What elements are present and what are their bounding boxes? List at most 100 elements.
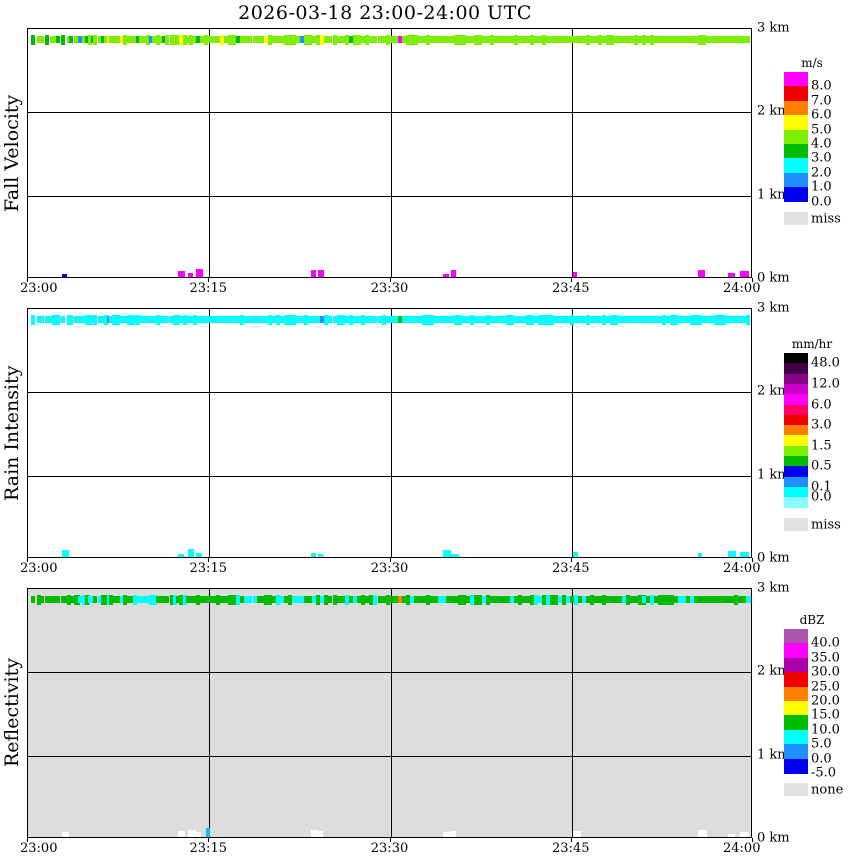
data-cell — [514, 596, 518, 603]
data-cell — [93, 596, 97, 603]
data-cell — [534, 595, 538, 605]
data-cell — [284, 315, 288, 325]
data-cell — [220, 35, 224, 45]
data-cell — [630, 36, 634, 43]
data-cell — [498, 36, 502, 43]
data-cell — [232, 35, 236, 45]
data-cell — [93, 315, 97, 325]
data-cell — [442, 596, 446, 603]
y-axis-label-rain-intensity-2: 1 km — [757, 467, 790, 483]
x-axis-label-reflectivity-0: 23:00 — [20, 841, 58, 856]
y-axis-label-fall-velocity-1: 2 km — [757, 103, 790, 119]
data-cell — [337, 36, 341, 43]
data-cell — [482, 316, 486, 323]
x-axis-tick — [570, 838, 572, 842]
data-cell-surface — [188, 830, 196, 837]
data-cell — [650, 35, 654, 45]
data-cell — [37, 36, 41, 43]
x-axis-tick — [208, 838, 210, 842]
data-cell — [264, 316, 268, 323]
data-cell — [369, 595, 373, 605]
data-cell — [714, 596, 718, 603]
colorbar-miss-label-fall-velocity: miss — [811, 211, 841, 227]
data-cell — [478, 316, 482, 323]
x-axis-tick — [389, 278, 391, 282]
data-cell — [666, 595, 670, 605]
data-cell — [658, 316, 662, 323]
data-cell — [502, 316, 506, 323]
data-cell — [430, 596, 434, 603]
data-cell — [276, 315, 280, 325]
data-cell — [316, 35, 320, 45]
data-cell — [486, 315, 490, 325]
data-cell — [394, 316, 398, 323]
data-cell — [530, 595, 534, 605]
data-cell — [300, 36, 304, 43]
colorbar-tick-label: 12.0 — [811, 376, 840, 392]
colorbar-rain-intensity: 48.0 12.0 6.0 3.0 1.5 0.5 0.1 0.0 — [784, 353, 840, 509]
data-cell — [722, 315, 726, 325]
data-cell — [212, 36, 216, 43]
x-axis-label-rain-intensity-0: 23:00 — [20, 561, 58, 576]
colorbar-band — [784, 672, 808, 688]
data-cell — [149, 316, 153, 323]
data-cell — [610, 315, 614, 325]
y-axis-label-reflectivity-1: 2 km — [757, 663, 790, 679]
data-cell — [120, 316, 124, 323]
data-cell — [630, 316, 634, 323]
data-cell — [662, 315, 666, 325]
data-cell — [722, 36, 726, 43]
gridline-vertical — [391, 589, 392, 837]
y-axis-label-reflectivity-3: 0 km — [757, 830, 790, 846]
data-cell — [434, 36, 438, 43]
colorbar-tick-label: 7.0 — [811, 93, 832, 109]
data-cell-surface — [698, 270, 705, 277]
gridline-vertical — [572, 309, 573, 557]
data-cell — [542, 35, 546, 45]
data-cell — [674, 36, 678, 43]
data-cell — [204, 316, 208, 323]
data-cell — [261, 316, 265, 323]
data-cell-surface — [698, 553, 702, 557]
data-cell — [502, 36, 506, 43]
x-axis-label-reflectivity-3: 23:45 — [552, 841, 590, 856]
colorbar-tick-label: -5.0 — [811, 765, 837, 781]
colorbar-miss-swatch-rain-intensity — [784, 517, 808, 531]
data-cell — [494, 316, 498, 323]
panel-title-rain-intensity: Rain Intensity — [1, 365, 23, 501]
data-cell — [123, 35, 127, 45]
data-cell — [674, 596, 678, 603]
data-cell — [183, 595, 187, 605]
data-cell — [686, 36, 690, 43]
data-cell — [216, 316, 220, 323]
data-cell — [204, 35, 208, 45]
data-cell — [136, 596, 140, 603]
data-cell — [101, 595, 105, 605]
colorbar-band — [784, 383, 808, 395]
data-cell-surface — [318, 554, 323, 557]
data-cell — [176, 315, 180, 325]
data-cell — [702, 316, 706, 323]
data-cell — [98, 36, 102, 43]
x-axis-tick — [27, 278, 28, 282]
data-cell — [702, 596, 706, 603]
data-cell — [127, 36, 131, 43]
data-cell — [634, 316, 638, 323]
data-cell — [730, 36, 734, 43]
data-cell — [482, 596, 486, 603]
data-cell — [292, 315, 296, 325]
data-cell — [718, 315, 722, 325]
data-cell-surface — [311, 553, 316, 557]
data-cell — [109, 595, 113, 605]
data-cell-surface — [196, 832, 201, 837]
data-cell — [718, 36, 722, 43]
data-cell — [458, 595, 462, 605]
data-cell — [462, 35, 466, 45]
data-cell — [133, 316, 137, 323]
data-cell-surface — [728, 273, 735, 277]
colorbar-tick-label: 5.0 — [811, 736, 832, 752]
data-cell — [426, 595, 430, 605]
data-cell — [538, 36, 542, 43]
data-cell — [61, 316, 65, 323]
data-cell — [698, 315, 702, 325]
